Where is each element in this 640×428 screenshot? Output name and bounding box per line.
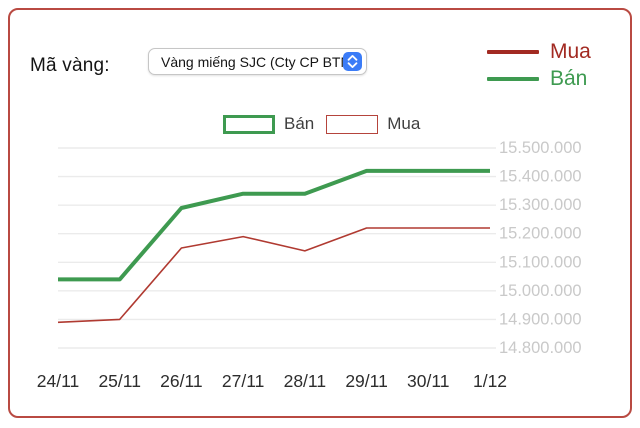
y-axis-label: 14.900.000 bbox=[499, 310, 582, 328]
y-axis-label: 15.400.000 bbox=[499, 168, 582, 186]
series-line-mua bbox=[57, 227, 490, 324]
select-value: Vàng miếng SJC (Cty CP BTM bbox=[161, 53, 343, 70]
mua-line-swatch-icon bbox=[487, 49, 539, 54]
gold-price-card: Mã vàng: Vàng miếng SJC (Cty CP BTM Mua … bbox=[8, 8, 632, 418]
legend-item-mua: Mua bbox=[487, 38, 637, 65]
y-axis-label: 14.800.000 bbox=[499, 339, 582, 357]
x-axis-label: 28/11 bbox=[284, 371, 327, 391]
ban-swatch-icon bbox=[223, 114, 275, 134]
gold-code-label: Mã vàng: bbox=[30, 55, 110, 76]
chart-legend-label-ban: Bán bbox=[284, 114, 315, 133]
y-axis-label: 15.200.000 bbox=[499, 225, 582, 243]
chart-legend: Bán Mua bbox=[223, 114, 432, 134]
price-legend: Mua Bán bbox=[487, 38, 637, 92]
x-axis-label: 29/11 bbox=[345, 371, 388, 391]
y-axis-label: 15.500.000 bbox=[499, 139, 582, 157]
y-axis-label: 15.300.000 bbox=[499, 196, 582, 214]
select-stepper-icon bbox=[343, 52, 362, 71]
legend-label-mua: Mua bbox=[550, 39, 591, 63]
chart-legend-item-ban[interactable]: Bán bbox=[223, 114, 326, 134]
mua-swatch-icon bbox=[326, 114, 379, 134]
y-axis-label: 15.000.000 bbox=[499, 282, 582, 300]
chart-legend-item-mua[interactable]: Mua bbox=[326, 114, 432, 134]
chart-legend-label-mua: Mua bbox=[387, 114, 421, 133]
x-axis-label: 30/11 bbox=[407, 371, 450, 391]
x-axis-label: 1/12 bbox=[473, 371, 507, 391]
x-axis-label: 27/11 bbox=[222, 371, 265, 391]
legend-item-ban: Bán bbox=[487, 65, 637, 92]
x-axis-label: 24/11 bbox=[37, 371, 80, 391]
x-axis-label: 26/11 bbox=[160, 371, 203, 391]
legend-label-ban: Bán bbox=[550, 66, 588, 90]
price-chart: 15.500.000 15.400.000 15.300.000 15.200.000… bbox=[37, 139, 582, 391]
series-line-ban bbox=[58, 168, 490, 282]
y-axis-label: 15.100.000 bbox=[499, 253, 582, 271]
ban-line-swatch-icon bbox=[487, 76, 539, 81]
gold-type-select[interactable]: Vàng miếng SJC (Cty CP BTM bbox=[148, 48, 367, 75]
x-axis-label: 25/11 bbox=[98, 371, 141, 391]
